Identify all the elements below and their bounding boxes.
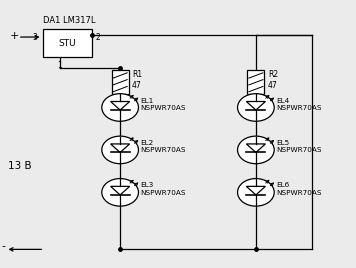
Bar <box>112 70 129 94</box>
Polygon shape <box>246 144 266 152</box>
Bar <box>247 70 265 94</box>
Circle shape <box>237 136 274 164</box>
Text: STU: STU <box>58 39 76 48</box>
Polygon shape <box>246 102 266 110</box>
Circle shape <box>102 94 138 121</box>
Polygon shape <box>246 186 266 195</box>
Circle shape <box>237 94 274 121</box>
Text: R1
47: R1 47 <box>132 70 142 90</box>
Polygon shape <box>111 144 130 152</box>
Polygon shape <box>111 102 130 110</box>
Circle shape <box>102 136 138 164</box>
Circle shape <box>237 178 274 206</box>
Text: 13 B: 13 B <box>8 161 31 171</box>
Text: DA1 LM317L: DA1 LM317L <box>43 16 95 25</box>
Text: 1: 1 <box>57 61 62 69</box>
Text: 3: 3 <box>32 32 37 42</box>
Text: 2: 2 <box>96 32 101 42</box>
Text: -: - <box>2 241 6 251</box>
Text: R2
47: R2 47 <box>268 70 278 90</box>
Text: +: + <box>10 31 19 41</box>
Bar <box>43 29 92 57</box>
Text: EL4
NSPWR70AS: EL4 NSPWR70AS <box>276 98 321 111</box>
Circle shape <box>102 178 138 206</box>
Text: EL1
NSPWR70AS: EL1 NSPWR70AS <box>140 98 186 111</box>
Polygon shape <box>111 186 130 195</box>
Text: EL2
NSPWR70AS: EL2 NSPWR70AS <box>140 140 186 154</box>
Text: EL6
NSPWR70AS: EL6 NSPWR70AS <box>276 183 321 196</box>
Text: EL5
NSPWR70AS: EL5 NSPWR70AS <box>276 140 321 154</box>
Text: EL3
NSPWR70AS: EL3 NSPWR70AS <box>140 183 186 196</box>
